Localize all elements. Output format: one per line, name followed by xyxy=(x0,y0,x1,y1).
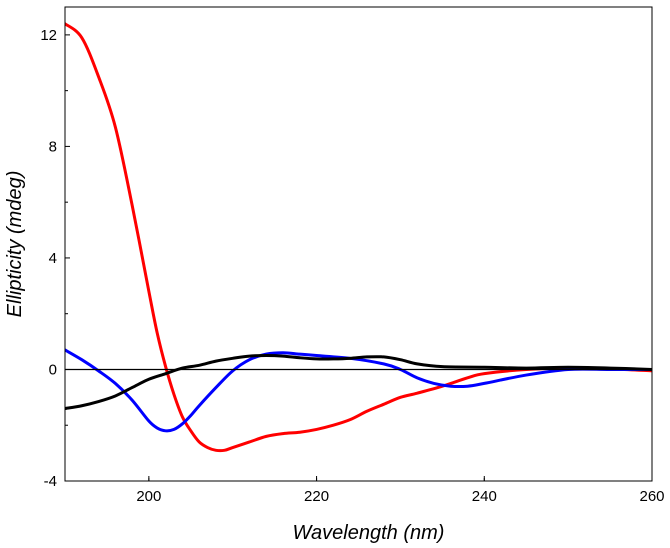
series-line-3 xyxy=(65,354,652,411)
y-tick-label: -4 xyxy=(44,473,57,490)
x-tick-label: 240 xyxy=(472,488,497,505)
plot-frame xyxy=(64,6,653,482)
series-line-2 xyxy=(65,348,652,433)
y-axis-title: Ellipticity (mdeg) xyxy=(4,171,26,318)
x-tick-label: 200 xyxy=(136,488,161,505)
y-tick-label: 0 xyxy=(49,361,57,378)
y-tick-label: 4 xyxy=(49,250,57,267)
ticks-layer: 200 220 240 260 -4 0 4 8 12 xyxy=(40,27,664,505)
x-axis-title: Wavelength (nm) xyxy=(293,522,445,544)
y-tick-label: 12 xyxy=(40,27,57,44)
series-layer xyxy=(65,22,652,453)
x-tick-label: 260 xyxy=(639,488,664,505)
series-line-1 xyxy=(65,22,652,453)
y-tick-label: 8 xyxy=(49,138,57,155)
x-tick-label: 220 xyxy=(304,488,329,505)
